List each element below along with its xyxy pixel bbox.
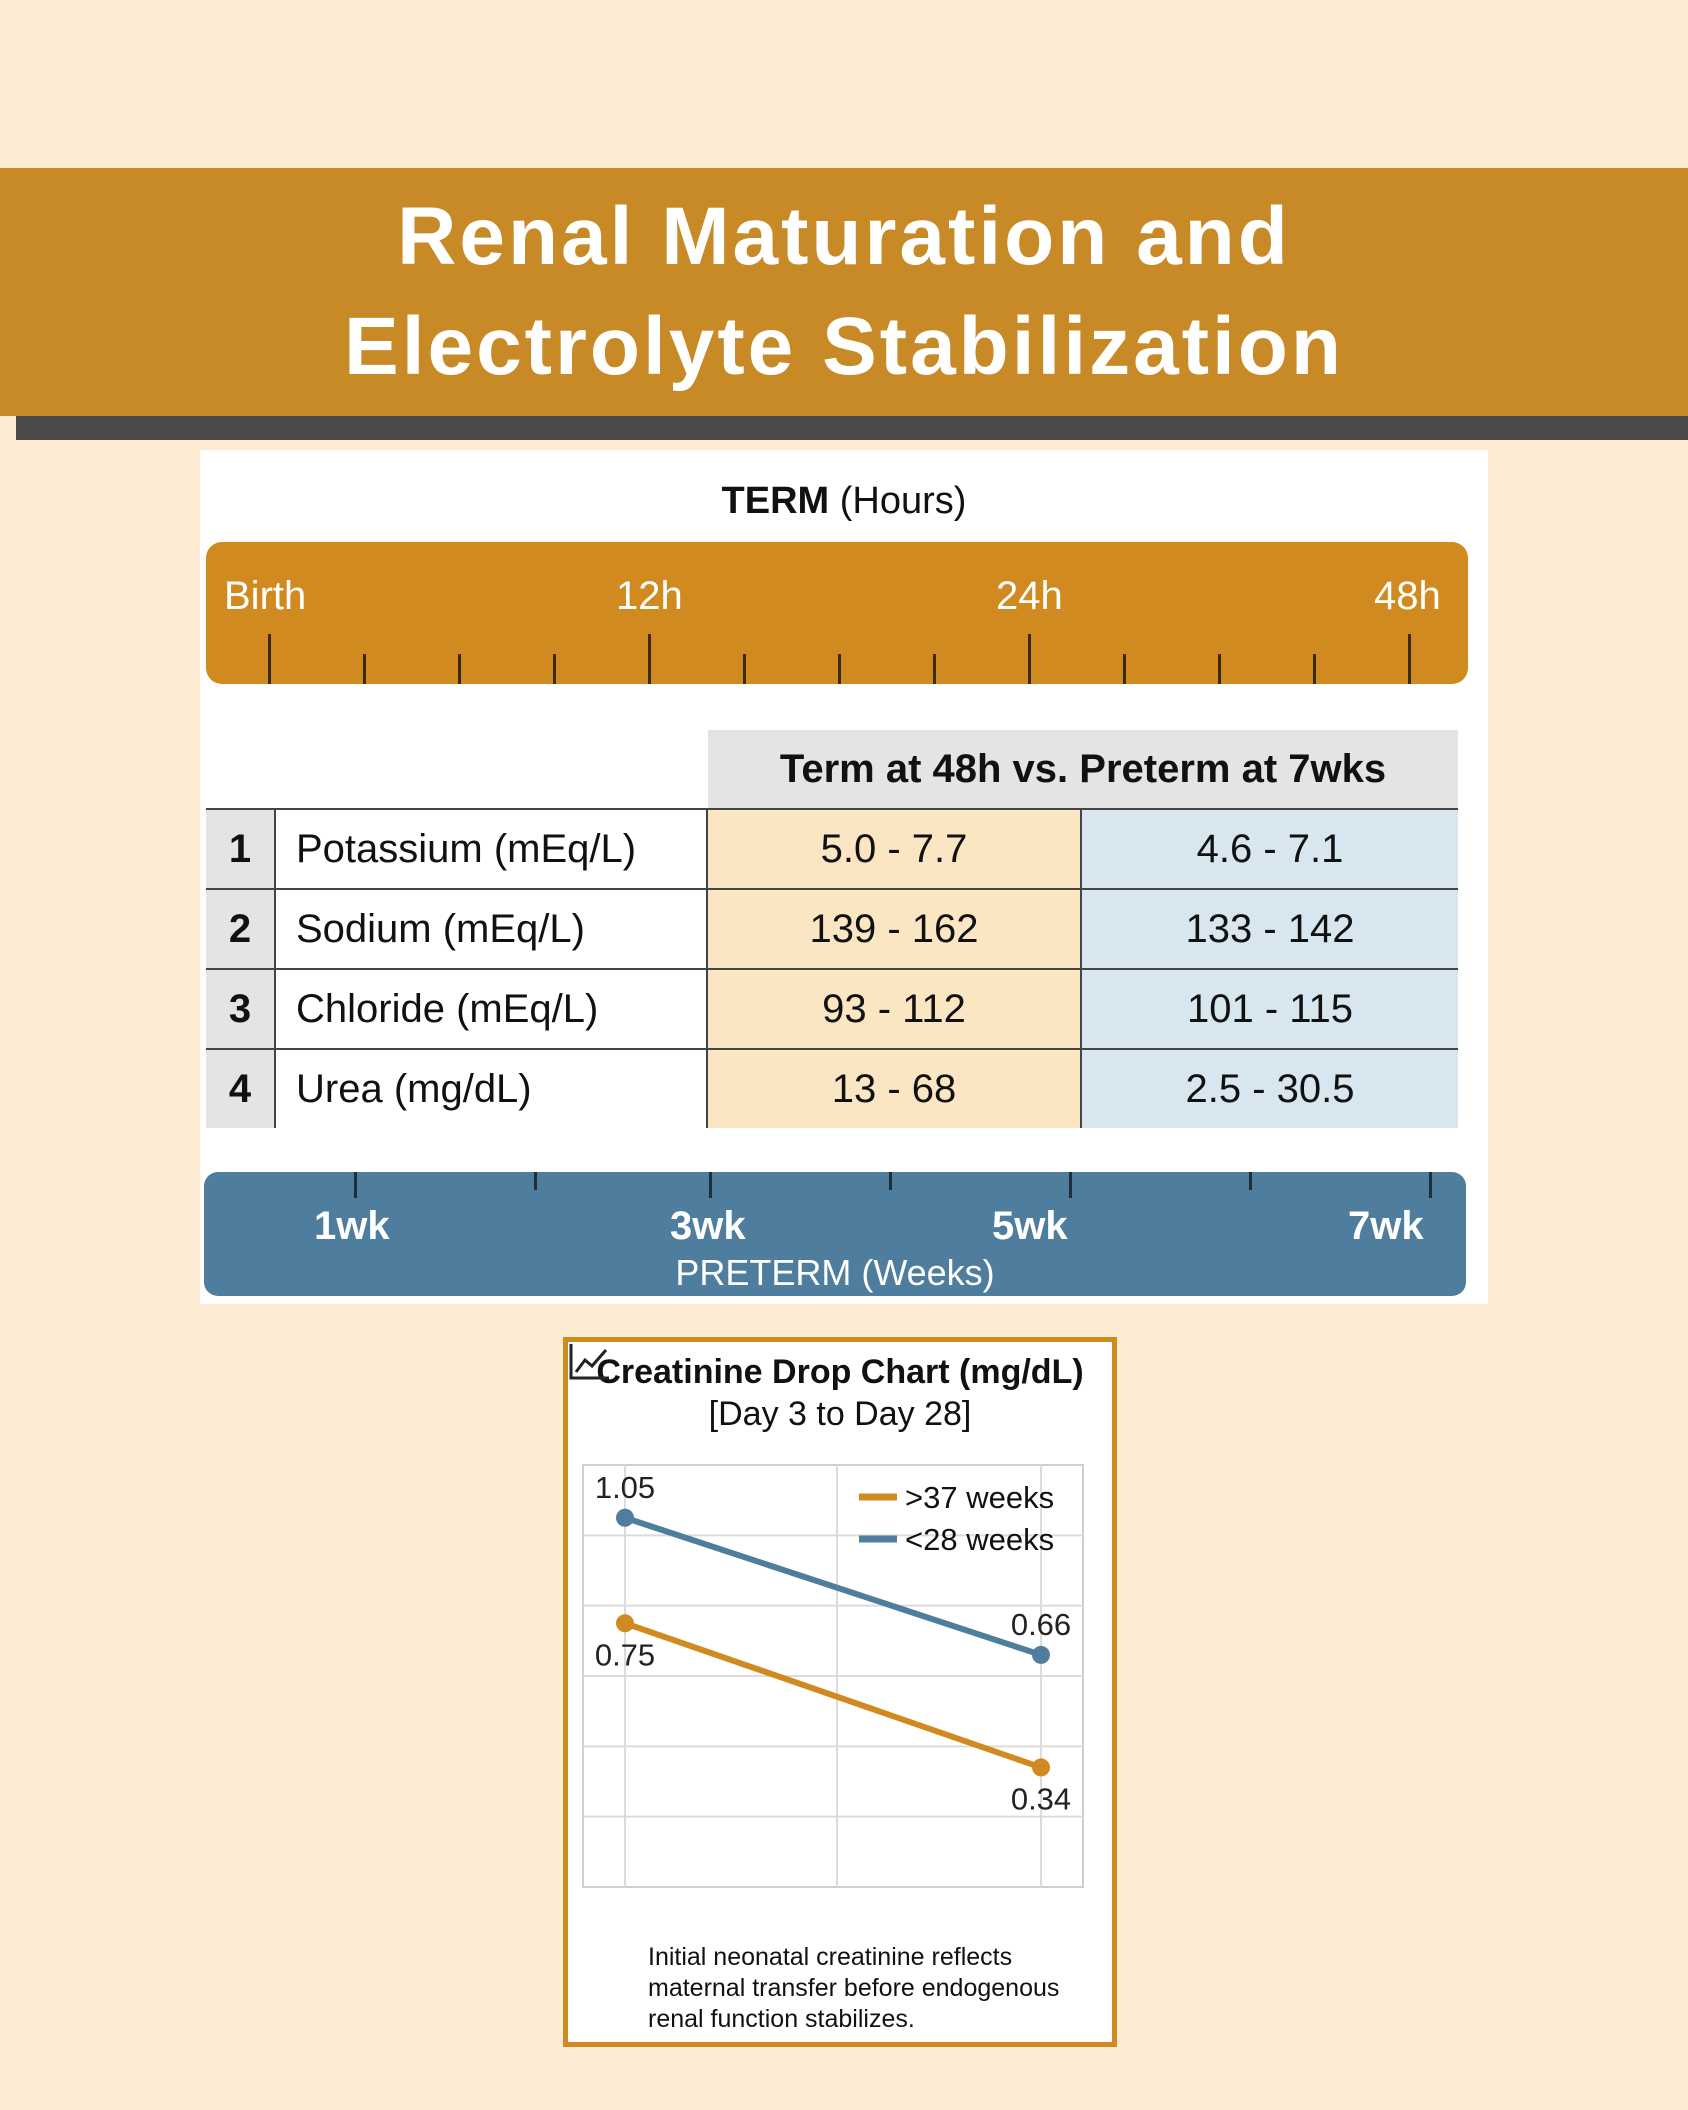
- data-point: [616, 1508, 634, 1527]
- term-label-24h: 24h: [996, 574, 1063, 618]
- term-tick: [1408, 634, 1411, 684]
- term-tick: [933, 654, 936, 684]
- term-label-12h: 12h: [616, 574, 683, 618]
- preterm-label-7wk: 7wk: [1348, 1204, 1424, 1248]
- row-label: Sodium (mEq/L): [276, 890, 708, 968]
- term-value: 93 - 112: [708, 970, 1082, 1048]
- table-header: Term at 48h vs. Preterm at 7wks: [708, 730, 1458, 810]
- table-row: 1 Potassium (mEq/L) 5.0 - 7.7 4.6 - 7.1: [206, 810, 1458, 890]
- term-tick: [1313, 654, 1316, 684]
- term-value: 5.0 - 7.7: [708, 810, 1082, 888]
- preterm-tick: [889, 1172, 892, 1190]
- preterm-value: 2.5 - 30.5: [1082, 1050, 1458, 1128]
- row-label: Potassium (mEq/L): [276, 810, 708, 888]
- term-timeline-bar: Birth 12h 24h 48h: [206, 542, 1468, 684]
- row-number: 2: [206, 890, 276, 968]
- data-label: 0.75: [595, 1637, 655, 1672]
- preterm-tick: [1429, 1172, 1432, 1198]
- title-line-2: Electrolyte Stabilization: [344, 301, 1344, 392]
- comparison-panel: TERM (Hours) Birth 12h 24h 48h Term at 4…: [200, 450, 1488, 1304]
- preterm-tick: [534, 1172, 537, 1190]
- legend-label: <28 weeks: [905, 1522, 1054, 1557]
- term-label-birth: Birth: [224, 574, 307, 618]
- term-tick: [1218, 654, 1221, 684]
- series-line: [622, 1514, 1044, 1658]
- preterm-tick: [354, 1172, 357, 1198]
- creatinine-chart-card: Creatinine Drop Chart (mg/dL) [Day 3 to …: [563, 1337, 1117, 2047]
- term-tick: [458, 654, 461, 684]
- preterm-value: 133 - 142: [1082, 890, 1458, 968]
- row-label: Chloride (mEq/L): [276, 970, 708, 1048]
- term-tick: [1028, 634, 1031, 684]
- preterm-tick: [709, 1172, 712, 1198]
- term-title: TERM (Hours): [721, 480, 967, 522]
- table-top-border: [206, 808, 708, 810]
- term-tick: [268, 634, 271, 684]
- term-tick: [648, 634, 651, 684]
- row-number: 1: [206, 810, 276, 888]
- term-tick: [838, 654, 841, 684]
- row-number: 4: [206, 1050, 276, 1128]
- data-label: 1.05: [595, 1470, 655, 1505]
- term-value: 13 - 68: [708, 1050, 1082, 1128]
- preterm-label-5wk: 5wk: [992, 1204, 1068, 1248]
- preterm-value: 101 - 115: [1082, 970, 1458, 1048]
- term-tick: [553, 654, 556, 684]
- term-tick: [363, 654, 366, 684]
- creatinine-line-chart: 0.75 0.34 1.05 0.66 >37 weeks <28 weeks: [582, 1464, 1084, 1888]
- preterm-title: PRETERM (Weeks): [675, 1252, 995, 1293]
- preterm-tick: [1249, 1172, 1252, 1190]
- line-chart-icon: [569, 1344, 609, 1380]
- title-banner: Renal Maturation and Electrolyte Stabili…: [0, 168, 1688, 416]
- row-label: Urea (mg/dL): [276, 1050, 708, 1128]
- chart-subtitle: [Day 3 to Day 28]: [708, 1395, 972, 1433]
- preterm-label-1wk: 1wk: [314, 1204, 390, 1248]
- data-label: 0.66: [1011, 1607, 1071, 1642]
- table-row: 3 Chloride (mEq/L) 93 - 112 101 - 115: [206, 970, 1458, 1050]
- term-value: 139 - 162: [708, 890, 1082, 968]
- preterm-value: 4.6 - 7.1: [1082, 810, 1458, 888]
- data-label: 0.34: [1011, 1781, 1071, 1816]
- term-tick: [743, 654, 746, 684]
- preterm-tick: [1069, 1172, 1072, 1198]
- legend-label: >37 weeks: [905, 1480, 1054, 1515]
- term-tick: [1123, 654, 1126, 684]
- table-row: 2 Sodium (mEq/L) 139 - 162 133 - 142: [206, 890, 1458, 970]
- table-row: 4 Urea (mg/dL) 13 - 68 2.5 - 30.5: [206, 1050, 1458, 1128]
- data-point: [616, 1614, 634, 1633]
- chart-title: Creatinine Drop Chart (mg/dL): [596, 1353, 1084, 1391]
- row-number: 3: [206, 970, 276, 1048]
- data-point: [1032, 1645, 1050, 1664]
- series-line: [622, 1620, 1044, 1771]
- term-label-48h: 48h: [1374, 574, 1441, 618]
- data-point: [1032, 1758, 1050, 1777]
- chart-note: Initial neonatal creatinine reflects mat…: [648, 1943, 1060, 2033]
- title-line-1: Renal Maturation and: [397, 191, 1291, 282]
- preterm-timeline-bar: 1wk 3wk 5wk 7wk PRETERM (Weeks): [204, 1172, 1466, 1296]
- preterm-label-3wk: 3wk: [670, 1204, 746, 1248]
